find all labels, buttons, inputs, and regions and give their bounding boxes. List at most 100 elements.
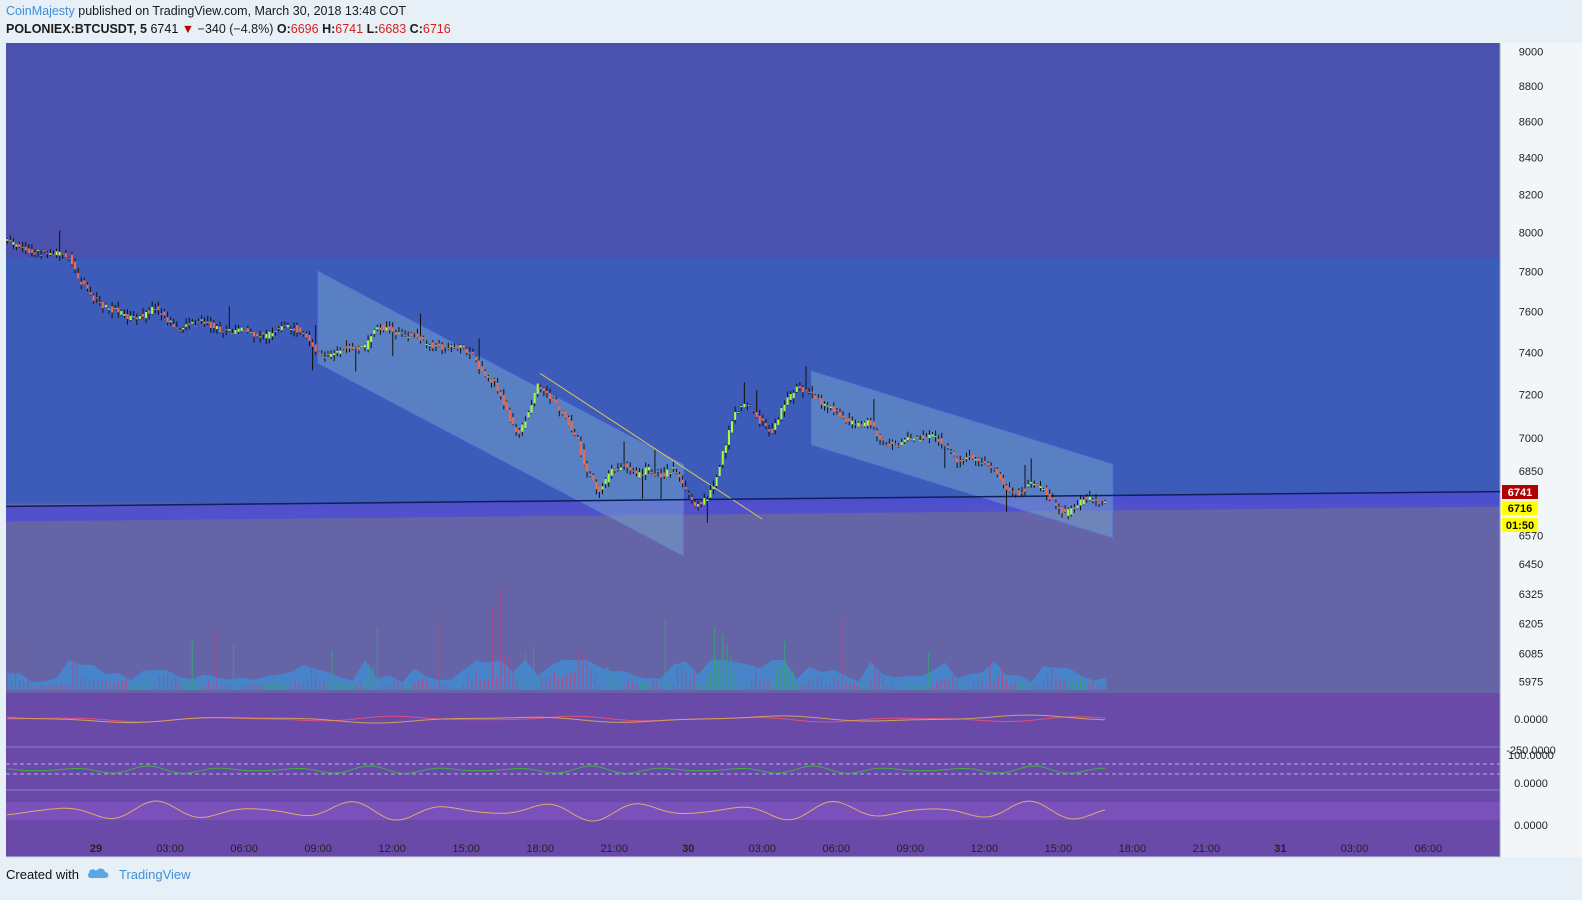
- indicator-2-scale-label: 100.0000: [1508, 750, 1554, 762]
- candle-up: [903, 439, 906, 442]
- candle-up: [138, 316, 141, 319]
- candle-up: [774, 423, 777, 430]
- tradingview-brand-link[interactable]: TradingView: [118, 867, 191, 882]
- candle-up: [182, 327, 185, 330]
- indicator-1-scale-label: 0.0000: [1514, 714, 1548, 726]
- candle-down: [657, 470, 660, 472]
- candle-down: [293, 328, 296, 331]
- candle-up: [145, 312, 148, 319]
- candle-down: [246, 328, 249, 332]
- close-price-tag: 6716: [1508, 503, 1532, 515]
- candle-down: [21, 246, 24, 248]
- y-tick-label: 6205: [1519, 618, 1543, 630]
- open-value: 6696: [290, 22, 319, 36]
- candle-down: [178, 330, 181, 332]
- candle-down: [996, 469, 999, 475]
- candle-down: [885, 445, 888, 447]
- candle-down: [345, 346, 348, 349]
- candle-down: [141, 313, 144, 317]
- candle-down: [243, 330, 246, 332]
- candle-up: [120, 311, 123, 315]
- candle-down: [64, 253, 67, 258]
- candle-down: [67, 258, 70, 260]
- candle-down: [518, 429, 521, 434]
- candle-down: [471, 351, 474, 354]
- candle-down: [33, 252, 36, 255]
- candle-down: [626, 463, 629, 468]
- candle-down: [835, 409, 838, 411]
- candle-down: [925, 436, 928, 438]
- candle-down: [157, 306, 160, 311]
- candle-down: [40, 254, 43, 256]
- candle-down: [755, 412, 758, 418]
- candle-down: [126, 314, 129, 320]
- candle-down: [320, 353, 323, 355]
- candle-down: [163, 311, 166, 316]
- candle-up: [783, 404, 786, 412]
- candle-down: [351, 346, 354, 349]
- x-tick-label: 15:00: [452, 843, 480, 855]
- candle-up: [450, 345, 453, 347]
- candle-up: [1042, 489, 1045, 491]
- volume-ma-area: [7, 660, 1108, 690]
- candle-down: [681, 479, 684, 484]
- oscillator-band: [6, 802, 1500, 820]
- candle-down: [441, 344, 444, 350]
- candle-up: [1027, 484, 1030, 487]
- y-tick-label: 6570: [1519, 530, 1543, 542]
- candle-down: [305, 333, 308, 338]
- candle-down: [1008, 487, 1011, 492]
- candle-up: [601, 486, 604, 490]
- candle-up: [715, 477, 718, 487]
- author-link[interactable]: CoinMajesty: [6, 4, 75, 18]
- candle-down: [299, 327, 302, 333]
- candle-down: [539, 386, 542, 390]
- candle-up: [1104, 501, 1107, 503]
- candle-up: [916, 437, 919, 439]
- candle-down: [475, 356, 478, 361]
- candle-down: [296, 325, 299, 333]
- candle-down: [764, 423, 767, 427]
- candle-down: [922, 435, 925, 439]
- candle-down: [1051, 497, 1054, 500]
- x-tick-label: 03:00: [748, 843, 776, 855]
- candle-down: [1017, 490, 1020, 496]
- candle-down: [690, 496, 693, 501]
- close-label: C:: [409, 22, 423, 36]
- candle-down: [579, 441, 582, 456]
- candle-down: [83, 280, 86, 285]
- candle-down: [1098, 502, 1101, 504]
- candle-up: [900, 442, 903, 446]
- y-tick-label: 5975: [1519, 676, 1543, 688]
- candle-down: [447, 347, 450, 349]
- candle-up: [459, 344, 462, 348]
- candle-up: [206, 321, 209, 323]
- candle-down: [860, 424, 863, 427]
- candle-down: [950, 450, 953, 452]
- candle-up: [740, 405, 743, 408]
- low-value: 6683: [378, 22, 407, 36]
- candle-down: [552, 398, 555, 402]
- candle-down: [993, 468, 996, 470]
- candle-down: [826, 405, 829, 408]
- candle-up: [777, 419, 780, 425]
- candle-down: [160, 313, 163, 315]
- candle-down: [52, 254, 55, 256]
- candle-down: [746, 404, 749, 406]
- candle-down: [1064, 508, 1067, 512]
- candle-down: [582, 449, 585, 465]
- candle-down: [980, 462, 983, 464]
- candle-up: [1082, 499, 1085, 505]
- trend-line: [539, 372, 763, 520]
- candle-down: [302, 332, 305, 335]
- candle-up: [1091, 499, 1094, 501]
- candle-down: [326, 353, 329, 355]
- candle-up: [234, 330, 237, 334]
- candle-down: [999, 473, 1002, 481]
- candle-down: [413, 332, 416, 334]
- y-tick-label: 7400: [1519, 347, 1543, 359]
- support-band: [6, 491, 1500, 522]
- candle-up: [434, 345, 437, 347]
- candle-down: [410, 333, 413, 337]
